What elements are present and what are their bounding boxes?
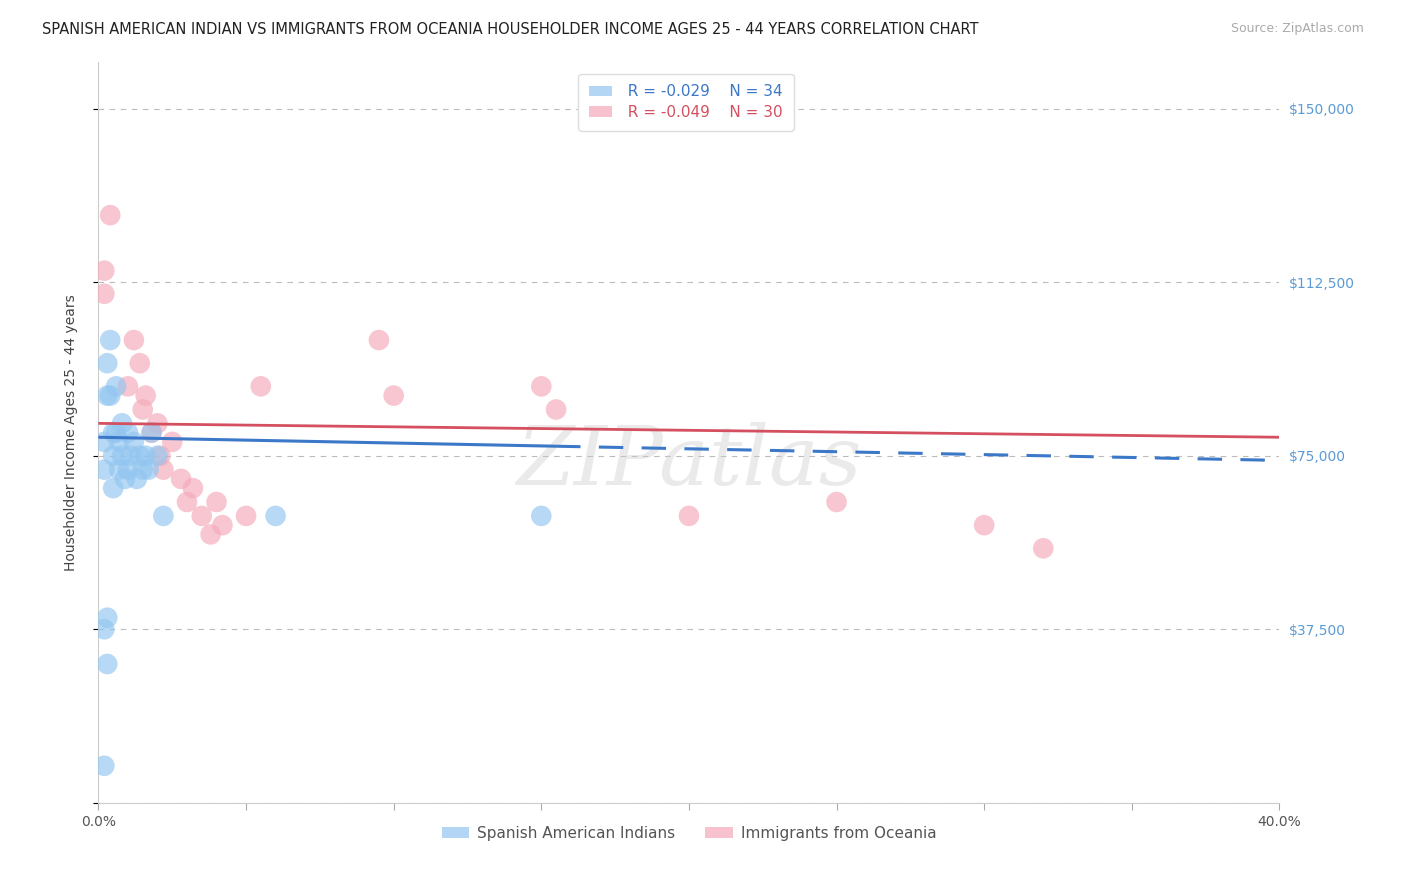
Point — [105, 379, 128, 393]
Point — [211, 518, 233, 533]
Point — [368, 333, 391, 347]
Point — [93, 758, 115, 772]
Point — [678, 508, 700, 523]
Point — [117, 462, 139, 476]
Point — [973, 518, 995, 533]
Legend: Spanish American Indians, Immigrants from Oceania: Spanish American Indians, Immigrants fro… — [436, 820, 942, 847]
Point — [141, 425, 163, 440]
Point — [530, 379, 553, 393]
Point — [108, 434, 131, 449]
Point — [132, 462, 155, 476]
Point — [200, 527, 222, 541]
Point — [264, 508, 287, 523]
Point — [162, 434, 183, 449]
Point — [98, 388, 121, 402]
Point — [114, 472, 136, 486]
Point — [149, 449, 172, 463]
Point — [382, 388, 405, 402]
Point — [135, 449, 157, 463]
Point — [103, 449, 125, 463]
Point — [111, 417, 134, 431]
Point — [530, 508, 553, 523]
Point — [250, 379, 273, 393]
Point — [235, 508, 257, 523]
Point — [103, 481, 125, 495]
Y-axis label: Householder Income Ages 25 - 44 years: Householder Income Ages 25 - 44 years — [63, 294, 77, 571]
Point — [205, 495, 228, 509]
Point — [93, 286, 115, 301]
Point — [138, 462, 160, 476]
Point — [96, 610, 118, 624]
Point — [120, 449, 142, 463]
Point — [191, 508, 214, 523]
Point — [125, 472, 148, 486]
Text: Source: ZipAtlas.com: Source: ZipAtlas.com — [1230, 22, 1364, 36]
Point — [96, 388, 118, 402]
Point — [105, 425, 128, 440]
Point — [1032, 541, 1054, 556]
Point — [117, 425, 139, 440]
Point — [96, 356, 118, 370]
Point — [93, 622, 115, 636]
Point — [176, 495, 198, 509]
Point — [111, 449, 134, 463]
Text: ZIPatlas: ZIPatlas — [516, 422, 862, 502]
Text: SPANISH AMERICAN INDIAN VS IMMIGRANTS FROM OCEANIA HOUSEHOLDER INCOME AGES 25 - : SPANISH AMERICAN INDIAN VS IMMIGRANTS FR… — [42, 22, 979, 37]
Point — [141, 425, 163, 440]
Point — [128, 449, 150, 463]
Point — [108, 462, 131, 476]
Point — [181, 481, 204, 495]
Point — [98, 333, 121, 347]
Point — [146, 417, 169, 431]
Point — [146, 449, 169, 463]
Point — [96, 657, 118, 671]
Point — [122, 434, 145, 449]
Point — [152, 462, 174, 476]
Point — [132, 402, 155, 417]
Point — [152, 508, 174, 523]
Point — [135, 388, 157, 402]
Point — [103, 425, 125, 440]
Point — [93, 434, 115, 449]
Point — [122, 333, 145, 347]
Point — [93, 462, 115, 476]
Point — [825, 495, 848, 509]
Point — [117, 379, 139, 393]
Point — [98, 208, 121, 222]
Point — [170, 472, 193, 486]
Point — [546, 402, 568, 417]
Point — [93, 263, 115, 277]
Point — [128, 356, 150, 370]
